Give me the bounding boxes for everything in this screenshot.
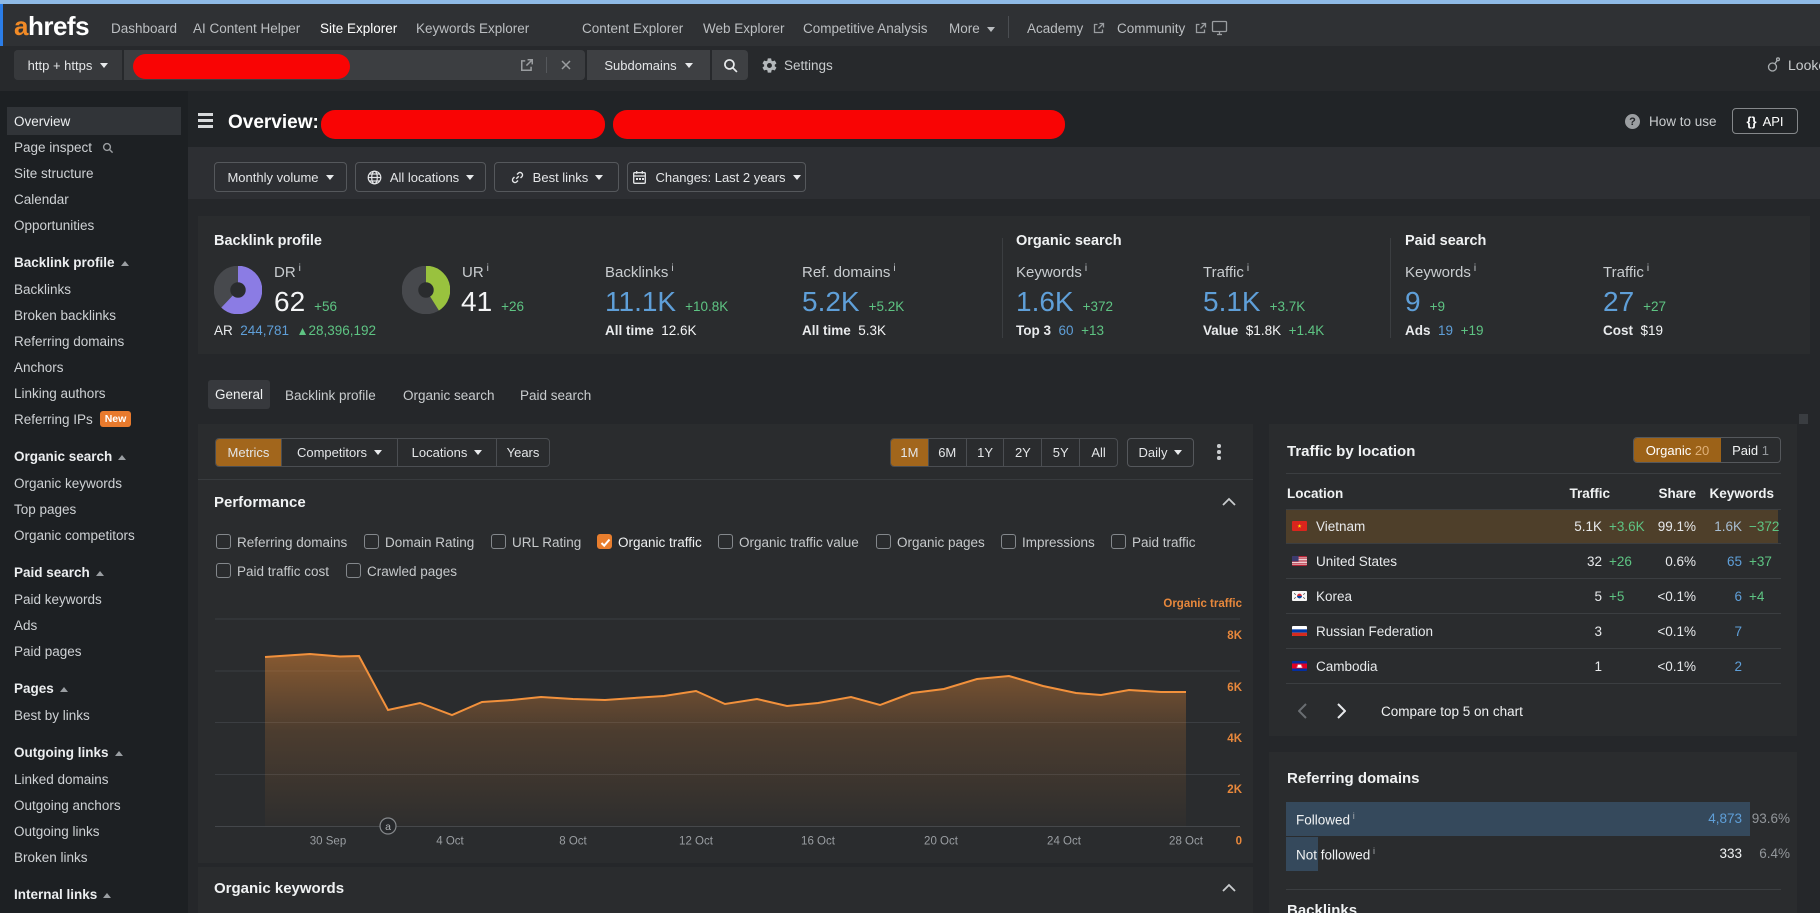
svg-text:4 Oct: 4 Oct <box>436 836 464 848</box>
svg-text:4K: 4K <box>1227 733 1242 745</box>
svg-text:a: a <box>385 821 391 833</box>
svg-text:28 Oct: 28 Oct <box>1169 836 1204 848</box>
svg-text:12 Oct: 12 Oct <box>679 836 714 848</box>
svg-text:24 Oct: 24 Oct <box>1047 836 1082 848</box>
svg-text:8K: 8K <box>1227 630 1242 642</box>
svg-text:20 Oct: 20 Oct <box>924 836 959 848</box>
svg-text:Organic traffic: Organic traffic <box>1163 598 1242 610</box>
svg-text:8 Oct: 8 Oct <box>559 836 587 848</box>
svg-text:16 Oct: 16 Oct <box>801 836 836 848</box>
svg-text:0: 0 <box>1236 836 1242 848</box>
svg-text:6K: 6K <box>1227 682 1242 694</box>
svg-text:30 Sep: 30 Sep <box>310 836 346 848</box>
svg-text:2K: 2K <box>1227 784 1242 796</box>
